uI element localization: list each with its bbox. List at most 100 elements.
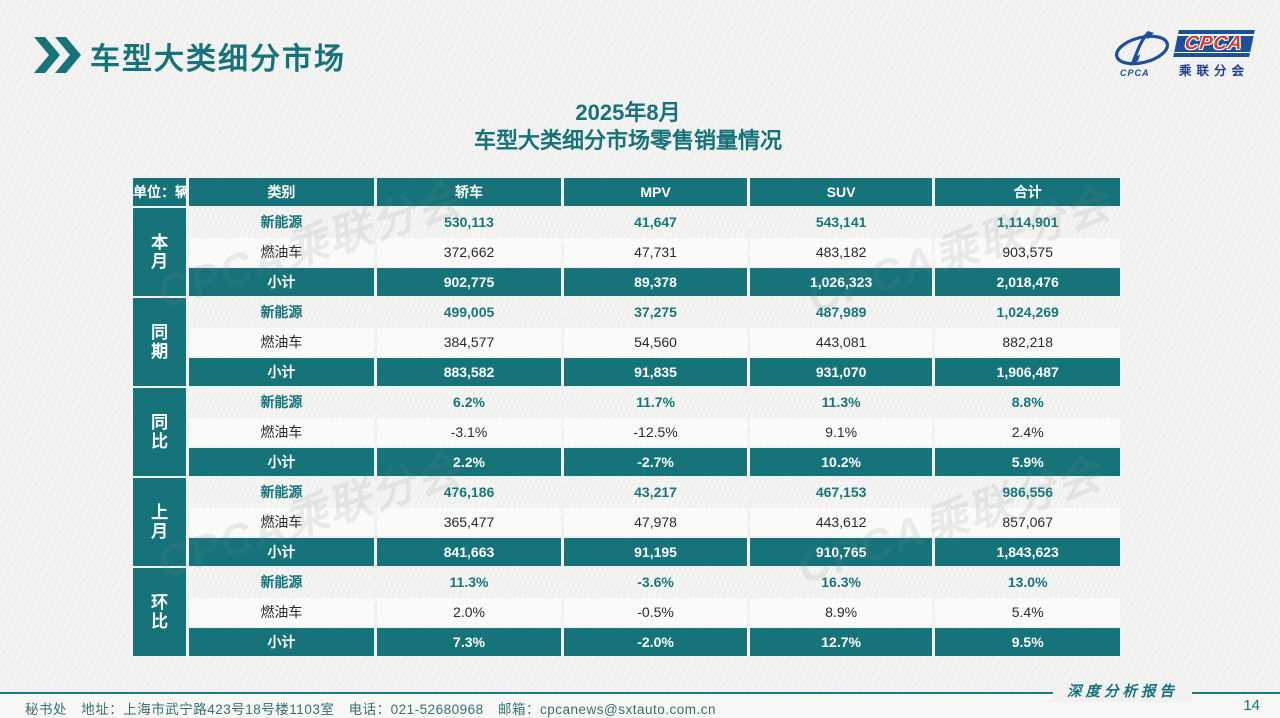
data-cell: 89,378 (564, 268, 747, 296)
category-cell: 小计 (189, 628, 374, 656)
table-row: 燃油车 -3.1% -12.5% 9.1% 2.4% (133, 418, 1120, 446)
table-row: 上月 新能源 476,186 43,217 467,153 986,556 (133, 478, 1120, 566)
category-cell: 小计 (189, 538, 374, 566)
data-cell: 530,113 (376, 208, 562, 236)
row-group-label: 本月 (133, 208, 187, 296)
data-cell: 47,978 (564, 508, 747, 536)
data-cell: 91,195 (564, 538, 747, 566)
data-cell: 2,018,476 (935, 268, 1120, 296)
data-cell: 931,070 (749, 358, 933, 386)
data-cell: 91,835 (564, 358, 747, 386)
column-header-sedan: 轿车 (376, 178, 562, 206)
data-cell: 6.2% (376, 388, 562, 416)
data-cell: 1,906,487 (935, 358, 1120, 386)
table-row: 小计 841,663 91,195 910,765 1,843,623 (133, 538, 1120, 566)
data-cell: -12.5% (564, 418, 747, 446)
cpca-logo-mark-label: CPCA (1120, 68, 1150, 78)
footer-divider-line (0, 692, 1280, 694)
header-row: 单位：辆 类别 轿车 MPV SUV 合计 (133, 178, 1120, 206)
table-row: 小计 902,775 89,378 1,026,323 2,018,476 (133, 268, 1120, 296)
data-cell: 11.3% (376, 568, 562, 596)
table-row: 小计 7.3% -2.0% 12.7% 9.5% (133, 628, 1120, 656)
category-cell: 新能源 (189, 208, 374, 236)
data-cell: 10.2% (749, 448, 933, 476)
data-cell: 986,556 (935, 478, 1120, 506)
cpca-banner: CPCA (1173, 30, 1255, 57)
cpca-logo-text: CPCA 乘联分会 (1173, 30, 1255, 79)
data-cell: 910,765 (749, 538, 933, 566)
sales-table-container: 单位：辆 类别 轿车 MPV SUV 合计 本月 新能源 530,113 41,… (130, 176, 1123, 658)
table-title-line1: 2025年8月 (575, 100, 681, 125)
table-row: 本月 新能源 530,113 41,647 543,141 1,114,901 (133, 208, 1120, 296)
cpca-logo: CPCA CPCA 乘联分会 (1112, 30, 1255, 80)
category-cell: 小计 (189, 448, 374, 476)
data-cell: -2.7% (564, 448, 747, 476)
data-cell: -3.6% (564, 568, 747, 596)
data-cell: 857,067 (935, 508, 1120, 536)
category-cell: 新能源 (189, 568, 374, 596)
page-title: 车型大类细分市场 (90, 43, 346, 76)
footer-phone: 021-52680968 (390, 702, 484, 717)
data-cell: 8.9% (749, 598, 933, 626)
data-cell: 443,612 (749, 508, 933, 536)
row-group-label: 同比 (133, 388, 187, 476)
data-cell: 1,843,623 (935, 538, 1120, 566)
data-cell: 9.5% (935, 628, 1120, 656)
data-cell: 443,081 (749, 328, 933, 356)
data-cell: 476,186 (376, 478, 562, 506)
category-cell: 燃油车 (189, 508, 374, 536)
table-row: 燃油车 372,662 47,731 483,182 903,575 (133, 238, 1120, 266)
footer-address-label: 地址： (81, 702, 124, 717)
data-cell: 13.0% (935, 568, 1120, 596)
data-cell: 41,647 (564, 208, 747, 236)
data-cell: 841,663 (376, 538, 562, 566)
footer-email: cpcanews@sxtauto.com.cn (539, 702, 716, 717)
category-cell: 新能源 (189, 298, 374, 326)
data-cell: 902,775 (376, 268, 562, 296)
table-row: 燃油车 365,477 47,978 443,612 857,067 (133, 508, 1120, 536)
data-cell: 2.4% (935, 418, 1120, 446)
table-row: 环比 新能源 11.3% -3.6% 16.3% 13.0% (133, 568, 1120, 656)
column-header-mpv: MPV (564, 178, 747, 206)
data-cell: 483,182 (749, 238, 933, 266)
data-cell: 16.3% (749, 568, 933, 596)
table-title: 2025年8月 车型大类细分市场零售销量情况 (133, 99, 1123, 155)
data-cell: 883,582 (376, 358, 562, 386)
category-cell: 新能源 (189, 478, 374, 506)
data-cell: 882,218 (935, 328, 1120, 356)
data-cell: 11.7% (564, 388, 747, 416)
category-cell: 燃油车 (189, 418, 374, 446)
data-cell: 37,275 (564, 298, 747, 326)
row-group-label: 上月 (133, 478, 187, 566)
data-cell: 467,153 (749, 478, 933, 506)
data-cell: 372,662 (376, 238, 562, 266)
sales-table: 单位：辆 类别 轿车 MPV SUV 合计 本月 新能源 530,113 41,… (130, 176, 1123, 658)
column-header-suv: SUV (749, 178, 933, 206)
table-title-line2: 车型大类细分市场零售销量情况 (473, 128, 782, 153)
data-cell: 7.3% (376, 628, 562, 656)
data-cell: 2.2% (376, 448, 562, 476)
table-row: 同期 新能源 499,005 37,275 487,989 1,024,269 (133, 298, 1120, 386)
data-cell: 487,989 (749, 298, 933, 326)
data-cell: 5.4% (935, 598, 1120, 626)
data-cell: -3.1% (376, 418, 562, 446)
footer-email-label: 邮箱： (497, 702, 540, 717)
data-cell: 1,024,269 (935, 298, 1120, 326)
table-row: 燃油车 384,577 54,560 443,081 882,218 (133, 328, 1120, 356)
cpca-logo-subtitle: 乘联分会 (1178, 64, 1249, 78)
data-cell: -0.5% (564, 598, 747, 626)
data-cell: 903,575 (935, 238, 1120, 266)
table-row: 同比 新能源 6.2% 11.7% 11.3% 8.8% (133, 388, 1120, 476)
data-cell: 11.3% (749, 388, 933, 416)
report-type-label: 深度分析报告 (1053, 683, 1192, 702)
data-cell: 1,026,323 (749, 268, 933, 296)
category-cell: 燃油车 (189, 238, 374, 266)
data-cell: 2.0% (376, 598, 562, 626)
category-cell: 燃油车 (189, 328, 374, 356)
category-cell: 新能源 (189, 388, 374, 416)
data-cell: 54,560 (564, 328, 747, 356)
page-number: 14 (1243, 697, 1260, 714)
double-chevron-icon (34, 37, 82, 78)
category-cell: 燃油车 (189, 598, 374, 626)
